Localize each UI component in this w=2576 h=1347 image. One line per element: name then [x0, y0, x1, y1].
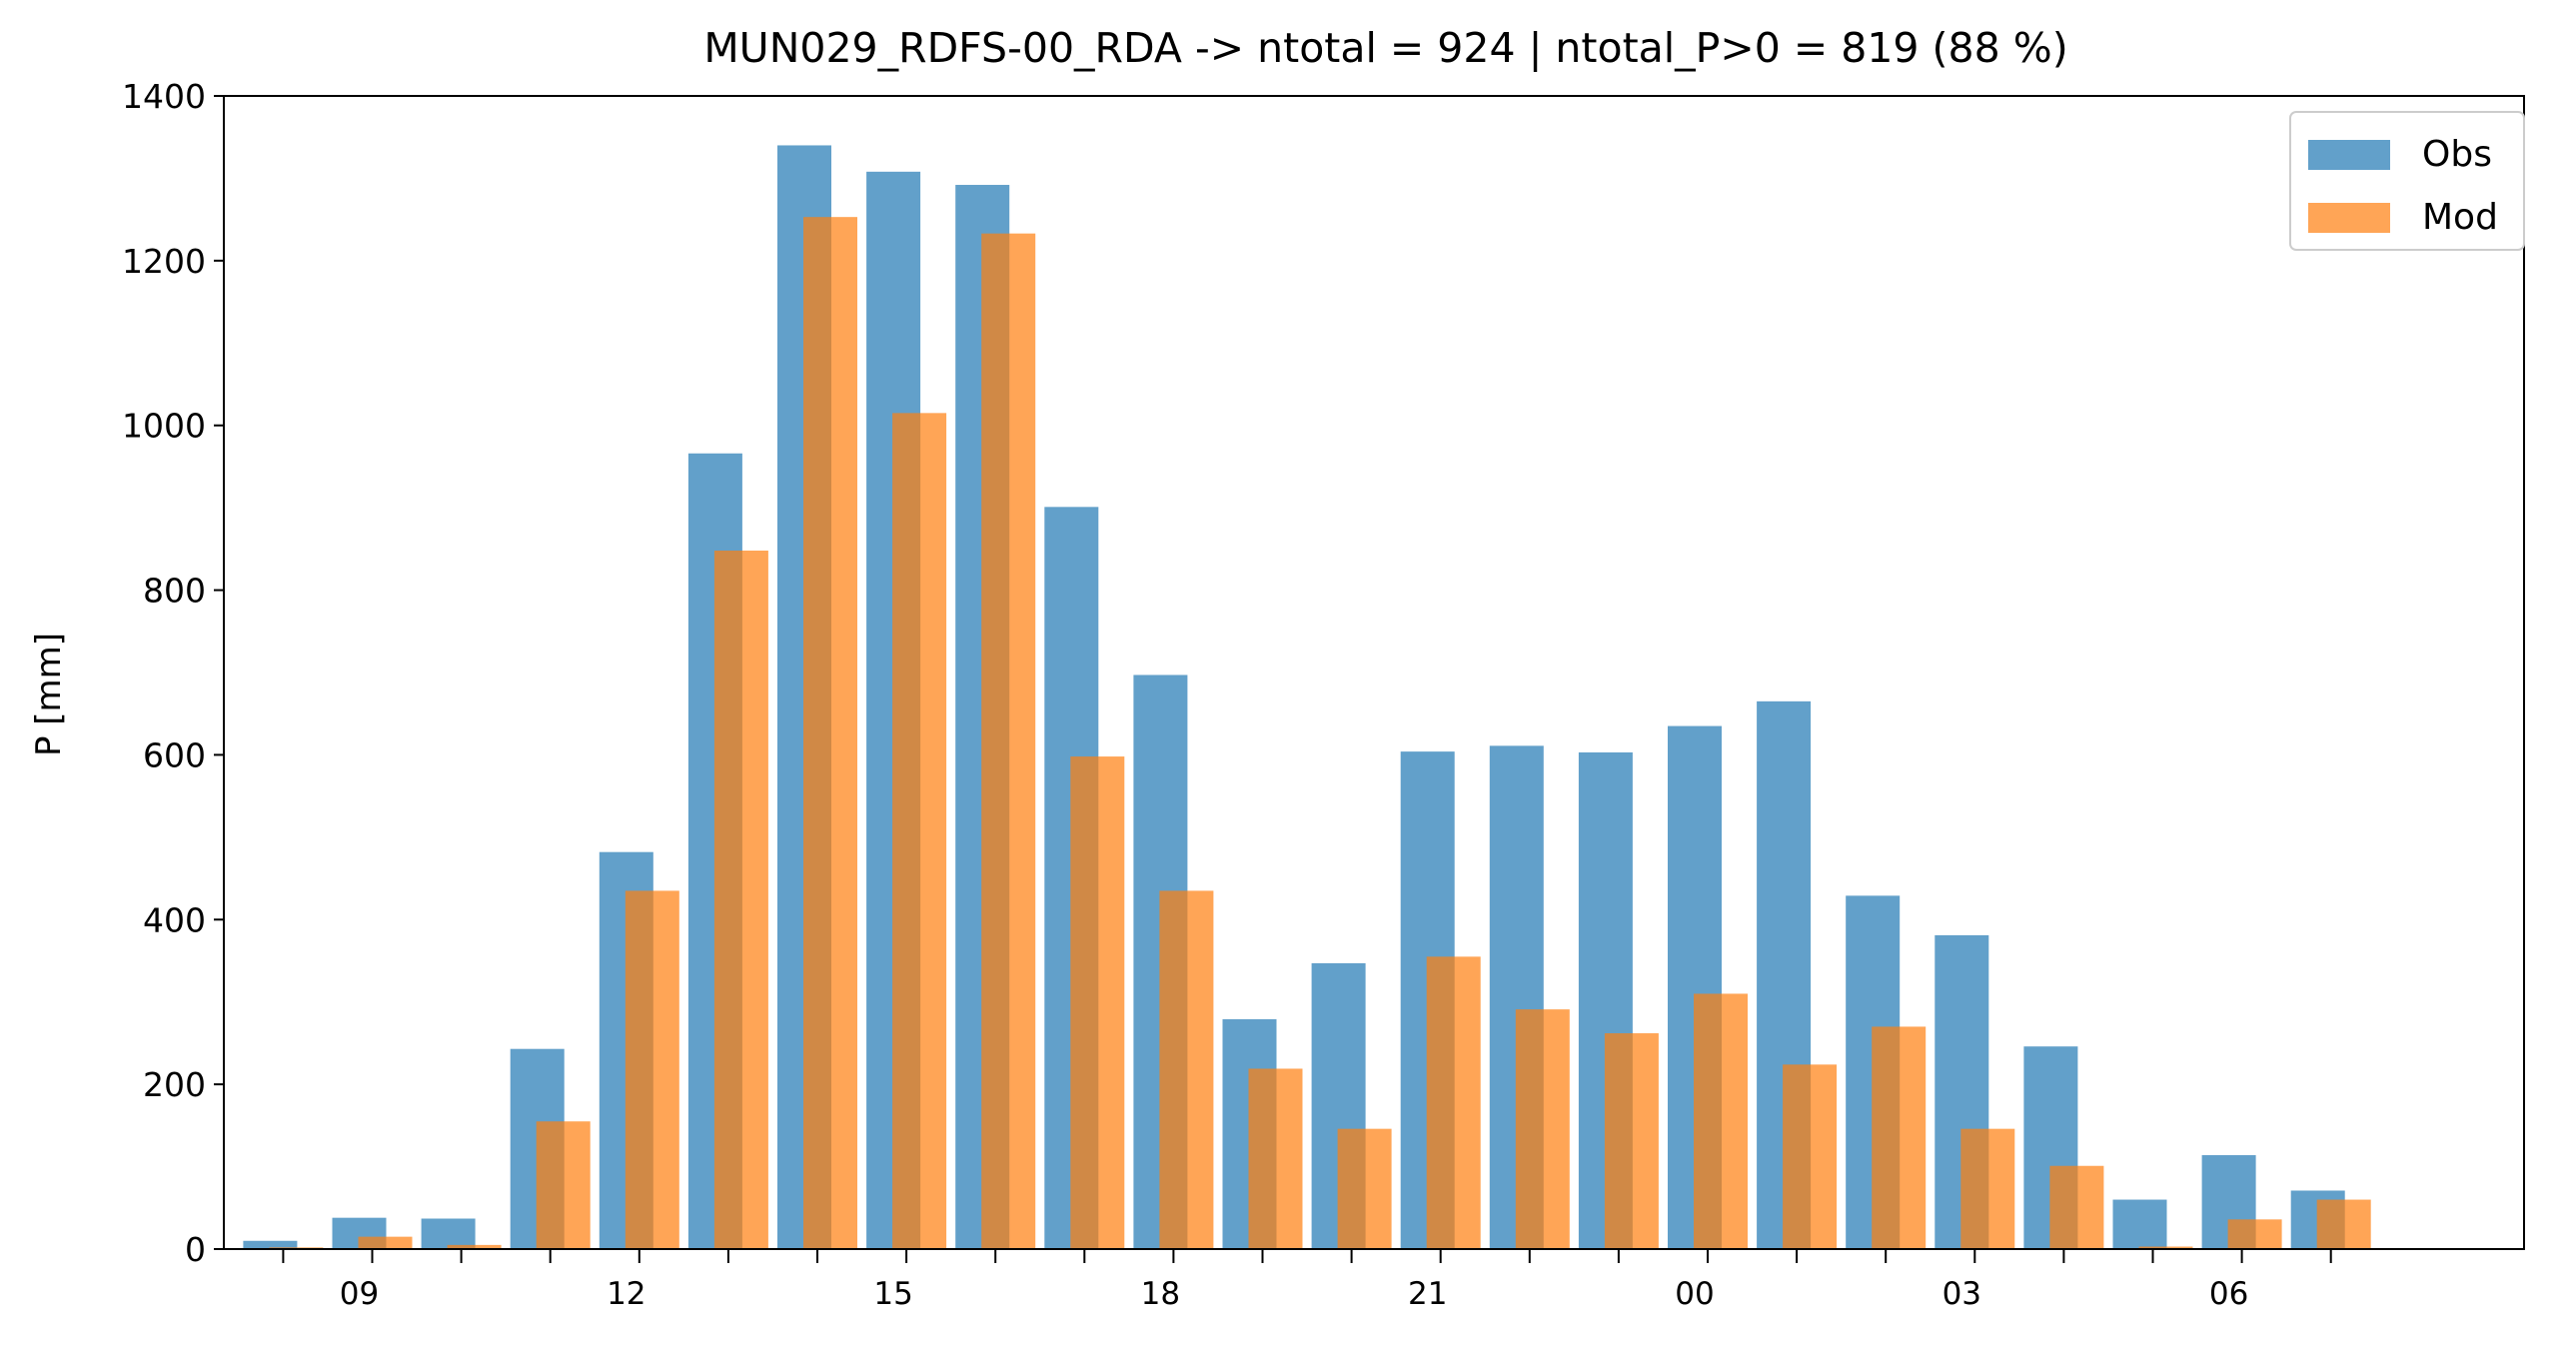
x-tick-label-03: 03 [1942, 1276, 1981, 1312]
bar-mod-06 [2227, 1219, 2282, 1249]
bar-mod-03 [1960, 1128, 2015, 1249]
bar-mod-23 [1604, 1033, 1659, 1249]
y-axis-label: P [mm] [29, 633, 69, 756]
y-tick-label-0: 0 [185, 1230, 206, 1269]
bar-mod-22 [1515, 1009, 1570, 1249]
y-tick-label-1200: 1200 [122, 242, 206, 281]
x-tick-label-12: 12 [607, 1276, 645, 1312]
bar-mod-16 [981, 233, 1036, 1249]
bar-mod-20 [1337, 1128, 1392, 1249]
x-tick-label-09: 09 [340, 1276, 379, 1312]
plot-frame [223, 95, 2525, 1250]
legend-swatch-mod [2308, 203, 2390, 233]
bar-mod-19 [1248, 1068, 1303, 1249]
y-tick-label-400: 400 [143, 900, 206, 939]
y-tick-label-800: 800 [143, 572, 206, 611]
bar-mod-11 [536, 1121, 591, 1249]
bar-mod-12 [625, 890, 679, 1249]
bar-mod-00 [1694, 993, 1748, 1249]
y-tick-label-1000: 1000 [122, 407, 206, 446]
bar-obs-05 [2112, 1199, 2167, 1249]
bar-mod-01 [1783, 1064, 1838, 1249]
legend-swatch-obs [2308, 140, 2390, 170]
x-tick-label-18: 18 [1141, 1276, 1180, 1312]
x-tick-label-15: 15 [873, 1276, 912, 1312]
legend-label-mod: Mod [2422, 197, 2498, 238]
bar-mod-02 [1872, 1026, 1927, 1249]
bar-obs-10 [421, 1218, 476, 1249]
bar-mod-17 [1070, 756, 1125, 1249]
legend: Obs Mod [2289, 111, 2525, 251]
y-tick-label-1400: 1400 [122, 77, 206, 116]
legend-label-obs: Obs [2422, 134, 2492, 175]
bar-mod-07 [2316, 1199, 2371, 1249]
bar-mod-21 [1426, 956, 1481, 1249]
bar-mod-09 [358, 1236, 413, 1249]
bar-mod-15 [892, 413, 947, 1250]
bar-mod-05 [2138, 1246, 2193, 1249]
y-tick-label-200: 200 [143, 1065, 206, 1104]
bar-mod-13 [713, 551, 768, 1249]
x-tick-label-06: 06 [2209, 1276, 2248, 1312]
bar-mod-04 [2049, 1165, 2104, 1249]
x-tick-label-21: 21 [1408, 1276, 1447, 1312]
bar-mod-14 [803, 217, 857, 1249]
chart-title: MUN029_RDFS-00_RDA -> ntotal = 924 | nto… [703, 24, 2067, 72]
x-tick-label-00: 00 [1675, 1276, 1714, 1312]
bar-obs-08 [243, 1240, 298, 1249]
bar-mod-10 [447, 1244, 502, 1249]
y-tick-label-600: 600 [143, 735, 206, 774]
bars-group [243, 145, 2371, 1250]
bar-mod-18 [1159, 890, 1214, 1249]
axes-group: 0 200 400 600 800 1000 1200 1400 09 12 15 18 21 00 03 0… [122, 77, 2525, 1312]
